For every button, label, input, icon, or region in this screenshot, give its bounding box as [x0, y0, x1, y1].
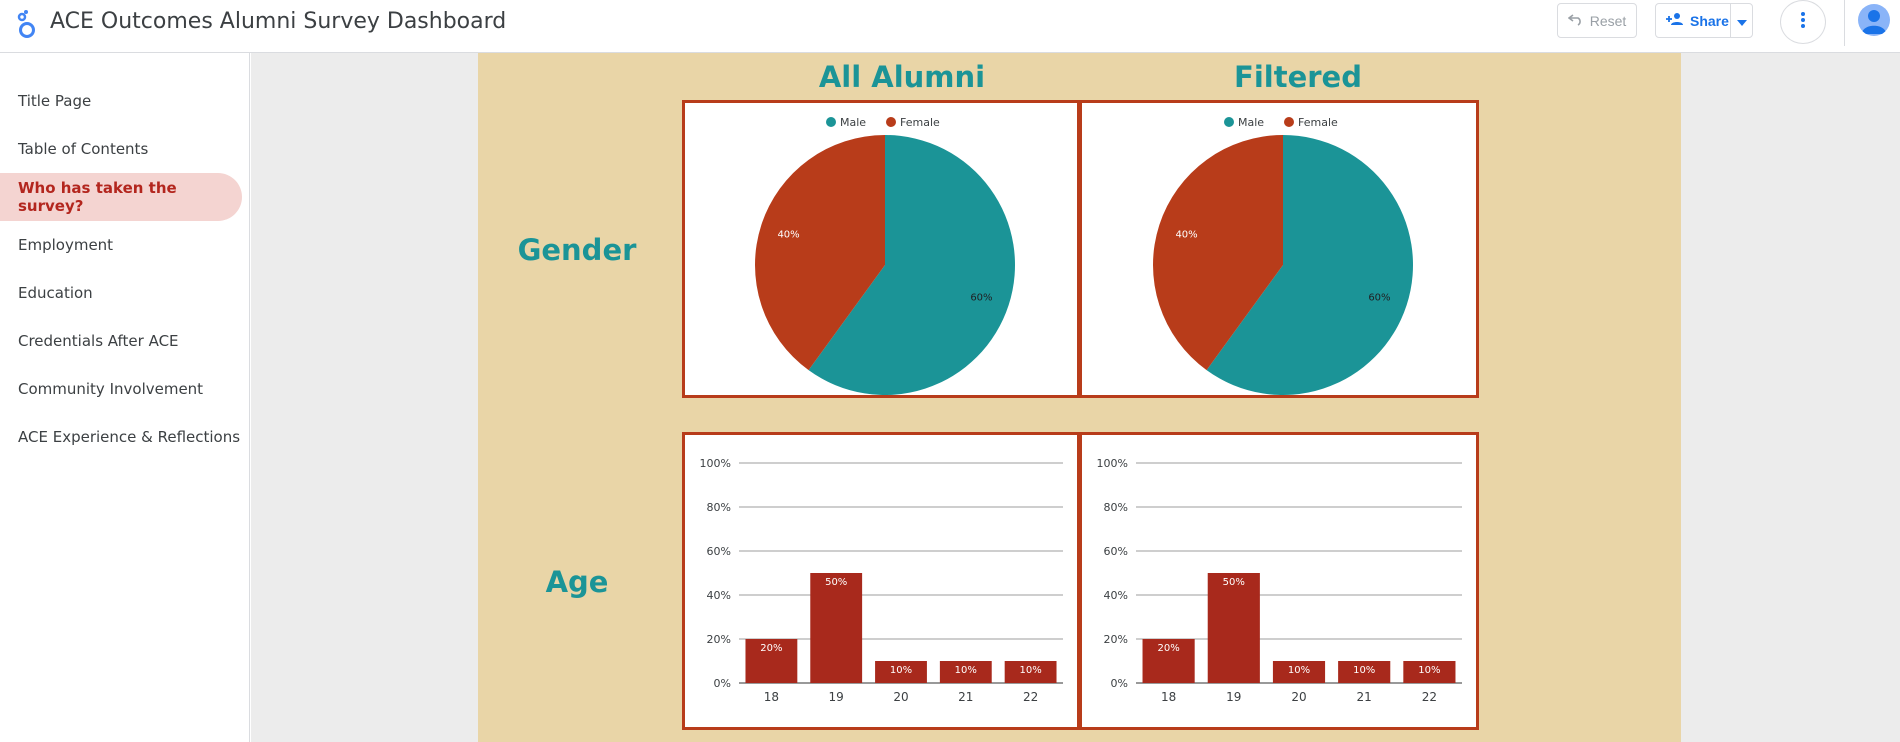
y-tick-label: 80% [1104, 501, 1128, 514]
gender-pie-chart-all-alumni[interactable]: Male Female 60% 40% [682, 100, 1080, 398]
app-header: ACE Outcomes Alumni Survey Dashboard Res… [0, 0, 1900, 53]
reset-button[interactable]: Reset [1557, 3, 1637, 38]
pie-slice-male[interactable] [808, 135, 1015, 395]
pie-slice-label-male: 60% [1368, 292, 1390, 303]
nav-community-involvement[interactable]: Community Involvement [18, 380, 204, 398]
legend-label-male: Male [840, 116, 866, 129]
bar-22[interactable] [1403, 661, 1456, 683]
avatar[interactable] [1858, 4, 1890, 36]
undo-icon [1567, 12, 1584, 29]
row-label-age: Age [545, 565, 609, 599]
bar-21[interactable] [939, 661, 992, 683]
y-tick-label: 100% [1097, 457, 1128, 470]
pie-svg: Male Female 60% 40% [755, 116, 1015, 395]
bar-18[interactable] [745, 639, 798, 683]
legend-label-female: Female [900, 116, 940, 129]
looker-studio-logo-icon[interactable] [14, 8, 38, 40]
y-tick-label: 0% [1111, 677, 1128, 690]
age-bar-chart-filtered[interactable]: 0% 20% 40% 60% 80% 100% 20% 18 50% 19 10% 20 10% 21 10… [1079, 432, 1479, 730]
caret-down-icon [1736, 13, 1747, 29]
column-title-all-alumni: All Alumni [818, 60, 986, 94]
share-dropdown[interactable] [1730, 4, 1752, 37]
bar-value-label: 50% [1223, 577, 1245, 588]
y-tick-label: 100% [700, 457, 731, 470]
bar-21[interactable] [1338, 661, 1391, 683]
bar-svg: 0% 20% 40% 60% 80% 100% 20% 18 50% 19 10% 20 10% 21 10… [700, 457, 1063, 704]
gender-pie-chart-filtered[interactable]: Male Female 60% 40% [1079, 100, 1479, 398]
more-options-button[interactable] [1780, 0, 1826, 44]
pie-slice-label-female: 40% [777, 230, 799, 241]
nav-employment[interactable]: Employment [18, 236, 114, 254]
bar-20[interactable] [875, 661, 927, 683]
bar-value-label: 10% [1288, 665, 1310, 676]
pie-slice-female[interactable] [755, 135, 885, 371]
y-tick-label: 40% [1104, 589, 1128, 602]
page-navigation: Title Page Table of Contents Who has tak… [0, 53, 250, 742]
report-title: ACE Outcomes Alumni Survey Dashboard [50, 9, 507, 34]
nav-title-page[interactable]: Title Page [18, 92, 92, 110]
y-tick-label: 20% [707, 633, 731, 646]
x-tick-label: 20 [1291, 690, 1306, 704]
bar-20[interactable] [1272, 661, 1326, 683]
age-bar-chart-all-alumni[interactable]: 0% 20% 40% 60% 80% 100% 20% 18 50% 19 10% 20 10% 21 10… [682, 432, 1080, 730]
x-tick-label: 18 [764, 690, 779, 704]
y-tick-label: 80% [707, 501, 731, 514]
y-tick-label: 40% [707, 589, 731, 602]
y-tick-label: 20% [1104, 633, 1128, 646]
nav-education[interactable]: Education [18, 284, 93, 302]
share-main[interactable]: Share [1656, 4, 1730, 37]
legend-swatch-male [1224, 117, 1234, 127]
row-label-gender: Gender [517, 233, 637, 267]
bar-value-label: 10% [890, 665, 912, 676]
bar-value-label: 10% [1418, 665, 1440, 676]
x-tick-label: 22 [1023, 690, 1038, 704]
bar-value-label: 10% [1353, 665, 1375, 676]
user-avatar-icon [1862, 10, 1886, 34]
pie-slice-female[interactable] [1153, 135, 1283, 371]
legend-label-male: Male [1238, 116, 1264, 129]
bar-value-label: 20% [1157, 643, 1179, 654]
header-divider [1844, 0, 1845, 46]
add-person-icon [1666, 12, 1684, 29]
y-tick-label: 60% [1104, 545, 1128, 558]
x-tick-label: 20 [893, 690, 908, 704]
pie-svg: Male Female 60% 40% [1153, 116, 1413, 395]
nav-who-has-taken-the-survey[interactable]: Who has taken the survey? [0, 173, 242, 221]
bar-value-label: 10% [955, 665, 977, 676]
bar-18[interactable] [1142, 639, 1195, 683]
bar-22[interactable] [1004, 661, 1057, 683]
x-tick-label: 19 [829, 690, 844, 704]
bar-value-label: 50% [825, 577, 847, 588]
x-tick-label: 21 [1357, 690, 1372, 704]
pie-slice-label-male: 60% [970, 292, 992, 303]
more-vert-icon [1801, 11, 1805, 33]
reset-label: Reset [1589, 12, 1627, 29]
bar-svg: 0% 20% 40% 60% 80% 100% 20% 18 50% 19 10% 20 10% 21 10… [1097, 457, 1462, 704]
pie-legend: Male Female [1224, 116, 1338, 129]
pie-legend: Male Female [826, 116, 940, 129]
share-label: Share [1690, 12, 1729, 29]
pie-slice-label-female: 40% [1175, 230, 1197, 241]
column-title-filtered: Filtered [1234, 60, 1362, 94]
nav-ace-experience-reflections[interactable]: ACE Experience & Reflections [18, 428, 241, 446]
bar-value-label: 20% [760, 643, 782, 654]
x-tick-label: 22 [1422, 690, 1437, 704]
pie-slice-male[interactable] [1206, 135, 1413, 395]
nav-table-of-contents[interactable]: Table of Contents [18, 140, 149, 158]
y-tick-label: 0% [714, 677, 731, 690]
bar-19[interactable] [1207, 573, 1260, 683]
legend-swatch-female [886, 117, 896, 127]
x-tick-label: 21 [958, 690, 973, 704]
share-button[interactable]: Share [1655, 3, 1753, 38]
x-tick-label: 18 [1161, 690, 1176, 704]
legend-swatch-female [1284, 117, 1294, 127]
legend-swatch-male [826, 117, 836, 127]
bar-19[interactable] [810, 573, 863, 683]
y-tick-label: 60% [707, 545, 731, 558]
legend-label-female: Female [1298, 116, 1338, 129]
x-tick-label: 19 [1226, 690, 1241, 704]
nav-credentials-after-ace[interactable]: Credentials After ACE [18, 332, 179, 350]
bar-value-label: 10% [1019, 665, 1041, 676]
